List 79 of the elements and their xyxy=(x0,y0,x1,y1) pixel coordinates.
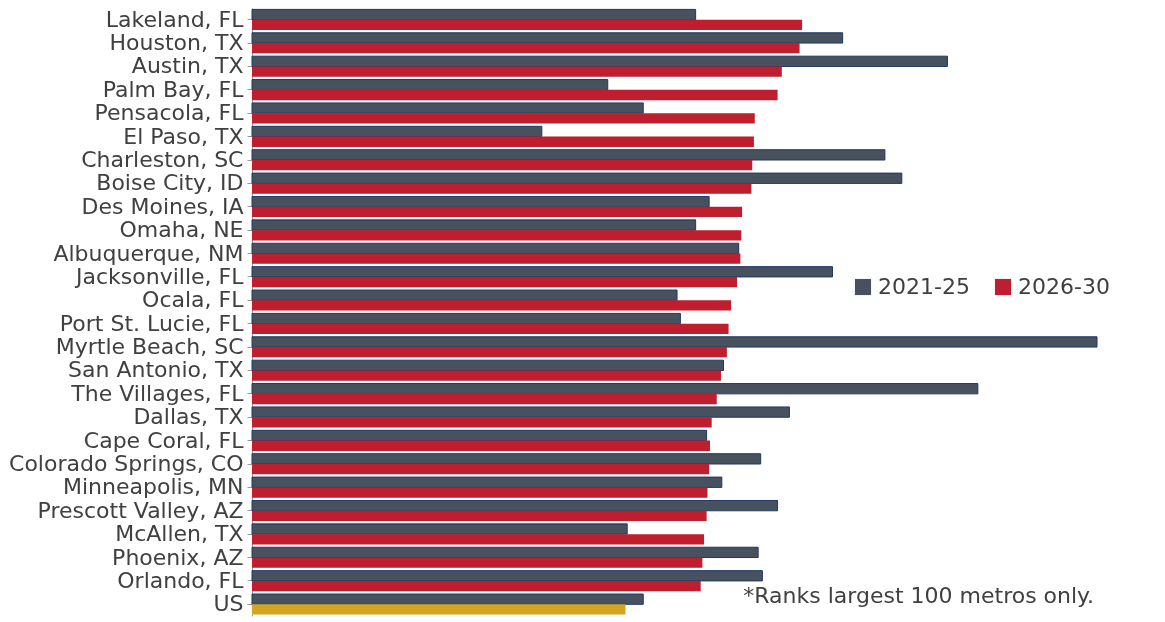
bar xyxy=(252,557,703,568)
bar xyxy=(252,43,800,54)
y-tick-label: Colorado Springs, CO xyxy=(9,451,244,476)
bar xyxy=(252,253,741,264)
bar xyxy=(252,347,727,358)
bar xyxy=(251,429,708,442)
y-tick-label: McAllen, TX xyxy=(115,521,244,547)
annotation: *Ranks largest 100 metros only. xyxy=(743,583,1094,608)
y-tick-label: Orlando, FL xyxy=(117,567,245,593)
bar xyxy=(251,383,979,395)
y-tick-label: Charleston, SC xyxy=(81,147,244,172)
bar xyxy=(251,289,678,301)
bar xyxy=(251,570,763,582)
bar xyxy=(251,195,710,208)
bar xyxy=(252,230,742,241)
y-tick-label: Albuquerque, NM xyxy=(53,240,244,266)
bar xyxy=(251,523,628,535)
y-tick-label: Ocala, FL xyxy=(142,287,245,313)
y-tick-label: Houston, TX xyxy=(109,30,244,56)
bar xyxy=(252,487,708,498)
bar xyxy=(252,300,732,311)
y-tick-label: Lakeland, FL xyxy=(105,6,245,32)
bar xyxy=(251,219,697,231)
y-tick-label: Pensacola, FL xyxy=(94,100,245,126)
y-tick-label: Omaha, NE xyxy=(119,217,244,243)
bar xyxy=(252,160,753,171)
bar xyxy=(251,476,723,488)
y-tick-label: US xyxy=(213,591,244,617)
bar xyxy=(252,323,729,334)
y-tick-label: Port St. Lucie, FL xyxy=(59,310,245,336)
bar xyxy=(251,149,886,161)
y-tick-label: The Villages, FL xyxy=(70,380,245,406)
y-tick-label: Minneapolis, MN xyxy=(62,474,244,500)
bar xyxy=(251,499,779,512)
bar xyxy=(251,546,759,559)
bar xyxy=(251,242,740,255)
bar xyxy=(252,534,705,545)
bar xyxy=(252,136,754,147)
bar xyxy=(252,464,710,475)
bar xyxy=(252,440,710,451)
bar xyxy=(252,276,738,288)
bar xyxy=(252,206,743,218)
bar xyxy=(252,113,755,124)
bar xyxy=(251,406,790,418)
bar xyxy=(251,32,844,44)
y-tick-label: Boise City, ID xyxy=(96,170,244,196)
bar xyxy=(251,8,697,21)
bar xyxy=(251,593,644,605)
y-tick-label: Prescott Valley, AZ xyxy=(37,497,244,523)
y-tick-label: San Antonio, TX xyxy=(68,357,244,383)
y-tick-label: Myrtle Beach, SC xyxy=(55,334,244,360)
bar xyxy=(251,125,543,138)
bar xyxy=(252,370,721,381)
bar xyxy=(252,510,707,522)
bar xyxy=(251,172,903,184)
y-tick-label: Phoenix, AZ xyxy=(112,544,244,570)
bar xyxy=(252,604,626,615)
y-tick-label: Palm Bay, FL xyxy=(102,76,245,102)
bar xyxy=(251,55,948,67)
bar xyxy=(252,183,752,194)
bar xyxy=(251,453,762,465)
y-tick-label: El Paso, TX xyxy=(123,123,244,149)
y-tick-label: Des Moines, IA xyxy=(81,193,244,219)
bar xyxy=(251,266,834,278)
bar xyxy=(252,89,778,101)
bar xyxy=(252,393,717,405)
bar xyxy=(252,19,803,30)
y-tick-label: Cape Coral, FL xyxy=(83,427,245,453)
y-tick-label: Austin, TX xyxy=(131,53,244,79)
y-tick-label: Dallas, TX xyxy=(133,404,244,430)
bar xyxy=(252,580,701,592)
bar xyxy=(252,66,782,77)
bar xyxy=(251,102,644,114)
legend-label: 2021-25 xyxy=(878,274,970,299)
bar xyxy=(252,417,712,428)
bar xyxy=(251,312,681,325)
bar xyxy=(251,79,609,91)
legend-label: 2026-30 xyxy=(1018,274,1110,299)
bar xyxy=(251,336,1098,348)
